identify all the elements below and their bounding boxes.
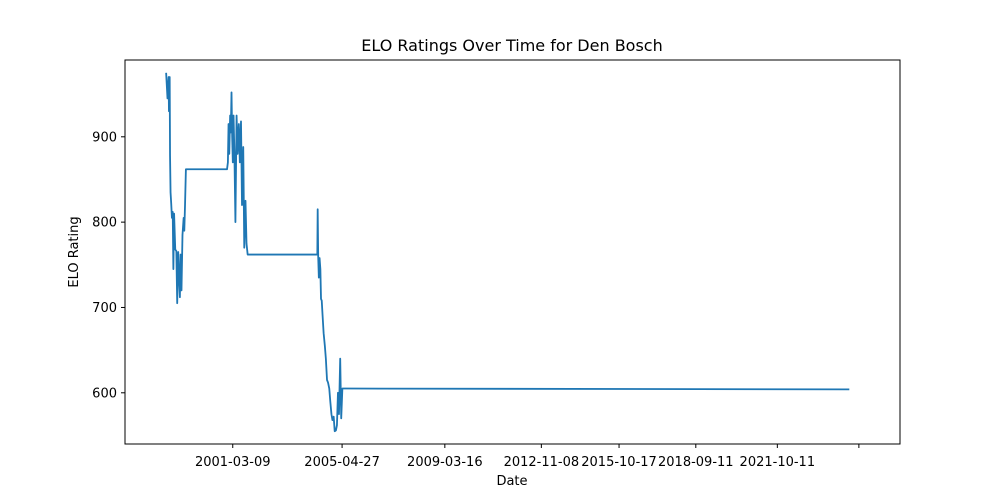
- series-layer: [165, 72, 850, 433]
- y-axis-label: ELO Rating: [67, 216, 82, 287]
- x-tick-label: 2012-11-08: [504, 455, 580, 470]
- plot-area: 2001-03-09 2005-04-27 2009-03-16 2012-11-08…: [92, 59, 901, 470]
- y-tick-label: 600: [92, 386, 117, 401]
- series-line-0: [165, 72, 850, 433]
- x-axis-ticks: 2001-03-09 2005-04-27 2009-03-16 2012-11-08…: [195, 444, 860, 470]
- y-axis-ticks: 600 700 800 900: [92, 130, 125, 401]
- x-tick-label: 2018-09-11: [658, 455, 734, 470]
- x-tick-label: 2001-03-09: [195, 455, 271, 470]
- y-tick-label: 800: [92, 216, 117, 231]
- y-tick-label: 900: [92, 130, 117, 145]
- chart-title: ELO Ratings Over Time for Den Bosch: [361, 36, 662, 55]
- plot-frame: [124, 59, 901, 445]
- x-axis-label: Date: [496, 474, 527, 489]
- x-tick-label: 2021-10-11: [740, 455, 816, 470]
- x-tick-label: 2015-10-17: [581, 455, 657, 470]
- x-tick-label: 2005-04-27: [304, 455, 380, 470]
- y-tick-label: 700: [92, 301, 117, 316]
- x-tick-label: 2009-03-16: [407, 455, 483, 470]
